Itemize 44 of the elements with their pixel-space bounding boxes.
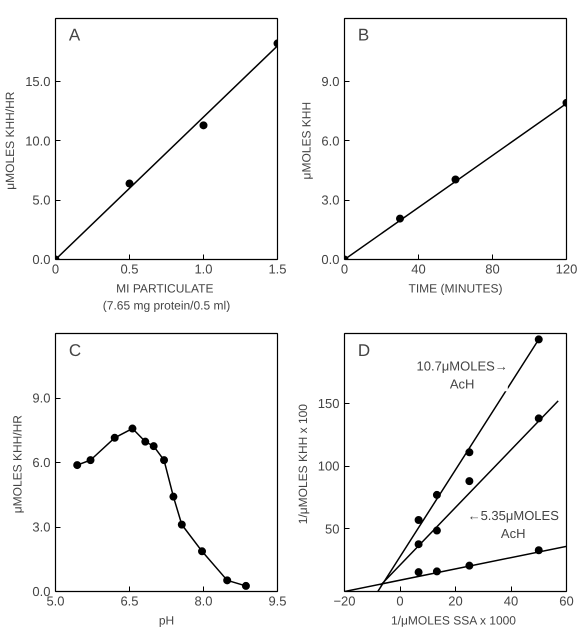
chart-title: D	[358, 341, 370, 360]
y-tick-label: 100	[318, 458, 340, 474]
y-tick-label: 3.0	[321, 192, 340, 208]
y-tick-label: 9.0	[321, 74, 340, 90]
annotation: ←5.35μMOLES AcH	[468, 508, 560, 541]
x-tick-label: 0.5	[120, 262, 139, 276]
y-axis-title: μMOLES KHH/HR	[10, 414, 24, 514]
y-tick-label: 6.0	[32, 455, 51, 470]
x-tick-label: 0	[340, 262, 348, 276]
x-tick-label: 1.5	[268, 262, 287, 276]
chart-title: A	[68, 26, 81, 45]
x-tick-label: −20	[333, 594, 356, 608]
y-axis-title: μMOLES KHH/HR	[3, 91, 18, 190]
x-tick-label: 0	[52, 262, 60, 276]
y-axis-title: μMOLES KHH	[299, 102, 314, 180]
y-tick-label: 15.0	[25, 74, 51, 89]
x-axis-title: pH	[158, 614, 174, 628]
x-tick-label: 120	[556, 262, 578, 276]
x-tick-label: 20	[448, 594, 463, 608]
x-axis-title: MI PARTICULATE (7.65 mg protein/0.5 ml)	[102, 282, 230, 312]
annotation: 10.7μMOLES→ AcH	[416, 358, 508, 392]
x-tick-label: 8.0	[194, 594, 213, 608]
x-tick-label: 6.5	[120, 594, 139, 608]
x-tick-label: 80	[485, 262, 500, 276]
y-tick-label: 9.0	[32, 390, 51, 406]
x-axis-title: TIME (MINUTES)	[408, 282, 503, 296]
y-tick-label: 3.0	[32, 520, 51, 534]
x-tick-label: 1.0	[194, 262, 213, 276]
y-tick-label: 6.0	[321, 133, 340, 148]
chart-title: C	[68, 341, 82, 360]
y-tick-label: 0.0	[32, 252, 51, 267]
x-tick-label: 40	[504, 594, 518, 608]
x-tick-label: 0	[396, 594, 404, 608]
y-axis-title: 1/μMOLES KHH x 100	[296, 404, 310, 524]
y-tick-label: 0.0	[321, 252, 340, 267]
x-tick-label: 60	[559, 594, 574, 608]
y-tick-label: 150	[318, 396, 340, 411]
y-tick-label: 50	[325, 521, 340, 536]
y-tick-label: 5.0	[32, 192, 51, 208]
x-tick-label: 40	[411, 262, 426, 276]
x-axis-title: 1/μMOLES SSA x 1000	[391, 614, 516, 628]
text: B	[358, 26, 370, 45]
x-tick-label: 9.5	[268, 594, 287, 608]
y-tick-label: 10.0	[25, 133, 51, 148]
